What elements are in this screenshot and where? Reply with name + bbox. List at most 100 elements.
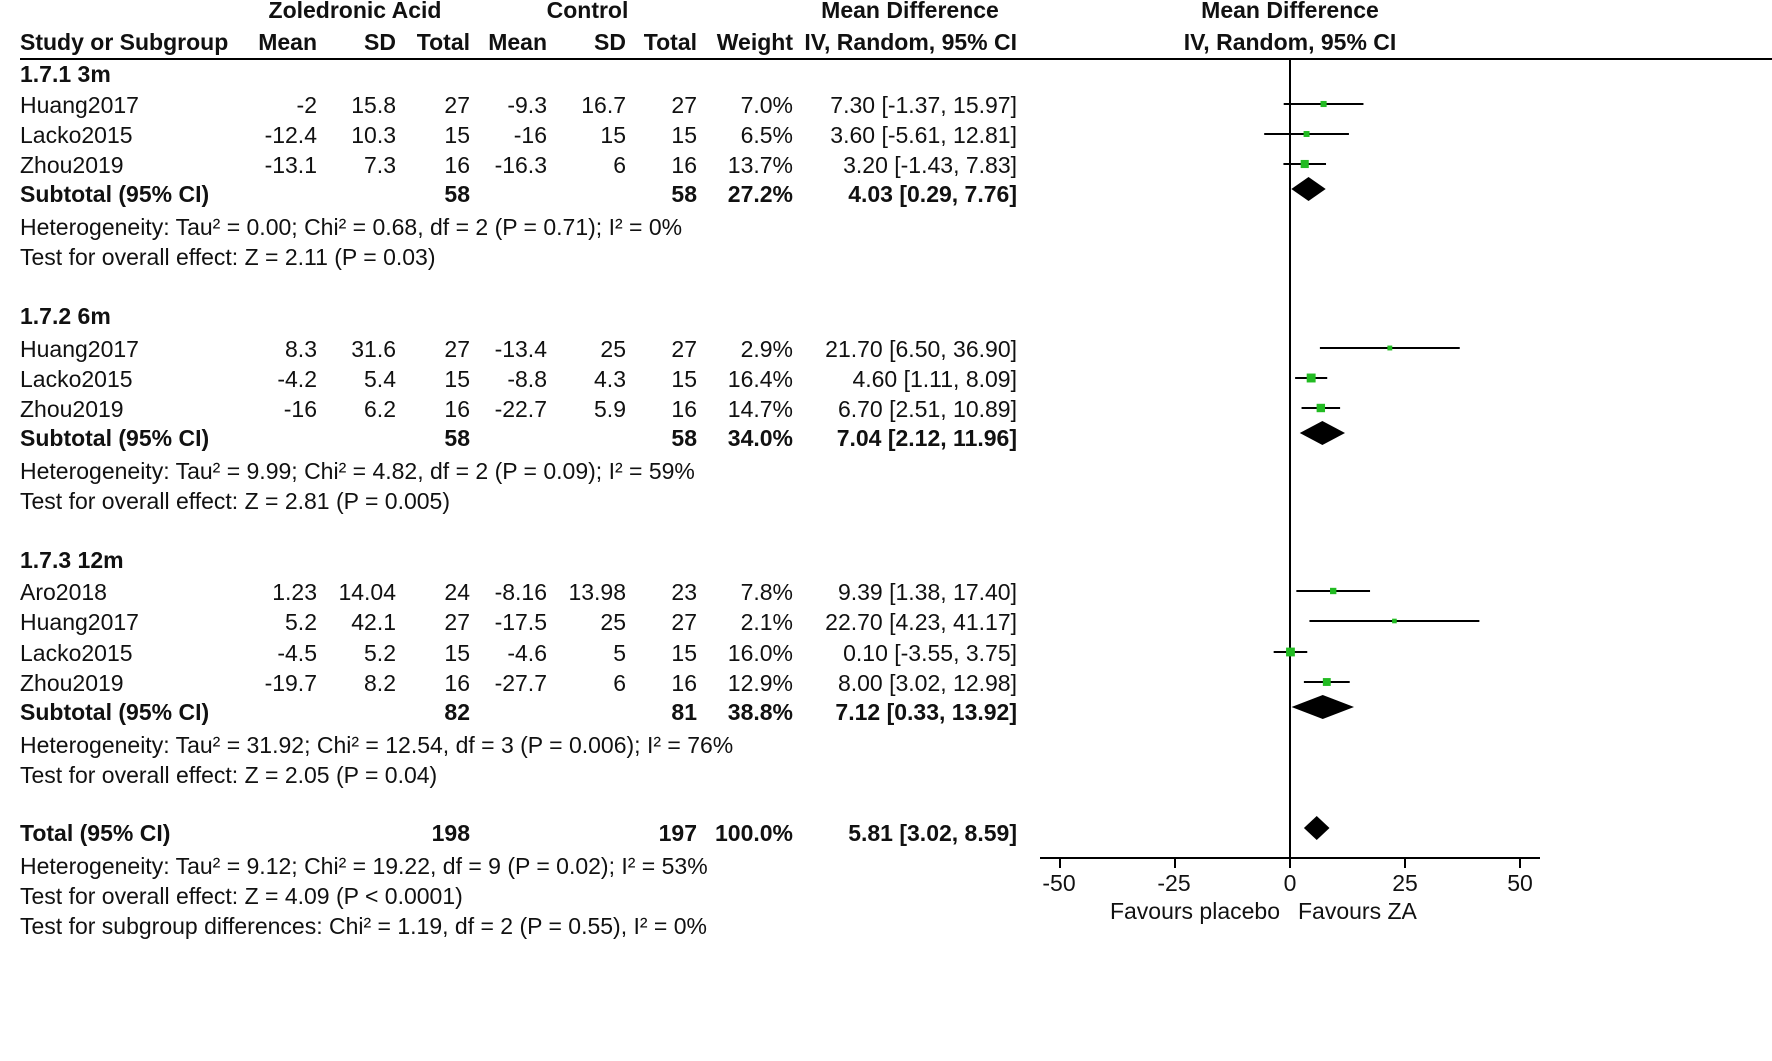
- sd1-cell: 42.1: [351, 609, 396, 635]
- weight-cell: 2.1%: [740, 609, 793, 635]
- md-ci-cell: 6.70 [2.51, 10.89]: [837, 396, 1017, 422]
- total2-cell: 15: [671, 366, 697, 392]
- mean2-cell: -16: [513, 122, 547, 148]
- total1-cell: 24: [444, 579, 470, 605]
- total2-cell: 27: [671, 336, 697, 362]
- subtotal-total1: 58: [444, 425, 470, 451]
- total2-cell: 15: [671, 122, 697, 148]
- md-ci-cell: 0.10 [-3.55, 3.75]: [843, 640, 1017, 666]
- weight-cell: 7.0%: [740, 92, 793, 118]
- subtotal-label: Subtotal (95% CI): [20, 181, 210, 207]
- subtotal-label: Subtotal (95% CI): [20, 699, 210, 725]
- subgroup-differences-text: Test for subgroup differences: Chi² = 1.…: [20, 913, 707, 939]
- study-name: Lacko2015: [20, 122, 133, 148]
- weight-cell: 13.7%: [727, 152, 793, 178]
- subtotal-total2: 58: [671, 181, 697, 207]
- sd2-cell: 6: [613, 152, 626, 178]
- sd2-cell: 16.7: [581, 92, 626, 118]
- study-effect-square: [1286, 647, 1295, 657]
- subtotal-label: Subtotal (95% CI): [20, 425, 210, 451]
- study-effect-square: [1322, 678, 1331, 686]
- study-effect-square: [1387, 345, 1393, 351]
- overall-diamond: [1303, 816, 1330, 840]
- subtotal-total2: 81: [671, 699, 697, 725]
- sd1-cell: 6.2: [364, 396, 396, 422]
- total2-cell: 27: [671, 92, 697, 118]
- subtotal-ci: 4.03 [0.29, 7.76]: [848, 181, 1017, 207]
- plot-method: IV, Random, 95% CI: [1183, 29, 1397, 55]
- x-tick-label: 0: [1283, 870, 1297, 896]
- study-effect-square: [1330, 587, 1337, 595]
- total2-cell: 27: [671, 609, 697, 635]
- sd1-cell: 5.4: [364, 366, 396, 392]
- total2-cell: 16: [671, 152, 697, 178]
- sd2-cell: 25: [600, 336, 626, 362]
- total2-cell: 16: [671, 396, 697, 422]
- total1-cell: 16: [444, 670, 470, 696]
- total-heterogeneity-text: Heterogeneity: Tau² = 9.12; Chi² = 19.22…: [20, 853, 708, 879]
- header-rule: [20, 58, 1772, 60]
- mean2-cell: -9.3: [507, 92, 547, 118]
- subtotal-weight: 27.2%: [727, 181, 793, 207]
- heterogeneity-text: Heterogeneity: Tau² = 31.92; Chi² = 12.5…: [20, 732, 734, 758]
- sd2-cell: 5: [613, 640, 626, 666]
- weight-cell: 16.0%: [727, 640, 793, 666]
- subtotal-diamond: [1291, 695, 1355, 719]
- study-name: Huang2017: [20, 609, 139, 635]
- mean2-cell: -13.4: [494, 336, 547, 362]
- col-sd2: SD: [594, 29, 626, 55]
- mean1-cell: -12.4: [264, 122, 317, 148]
- weight-cell: 16.4%: [727, 366, 793, 392]
- subtotal-total2: 58: [671, 425, 697, 451]
- mean1-cell: -4.2: [277, 366, 317, 392]
- weight-cell: 6.5%: [740, 122, 793, 148]
- subtotal-diamond: [1299, 421, 1346, 445]
- x-tick-label: 50: [1507, 870, 1533, 896]
- sd1-cell: 5.2: [364, 640, 396, 666]
- favours-right-label: Favours ZA: [1298, 898, 1417, 924]
- study-name: Zhou2019: [20, 670, 124, 696]
- mean1-cell: -19.7: [264, 670, 317, 696]
- mean2-cell: -8.16: [494, 579, 547, 605]
- sd2-cell: 13.98: [568, 579, 626, 605]
- mean2-cell: -4.6: [507, 640, 547, 666]
- subtotal-weight: 34.0%: [727, 425, 793, 451]
- overall-effect-text: Test for overall effect: Z = 2.81 (P = 0…: [20, 488, 450, 514]
- weight-cell: 14.7%: [727, 396, 793, 422]
- md-ci-cell: 22.70 [4.23, 41.17]: [825, 609, 1017, 635]
- md-ci-cell: 3.20 [-1.43, 7.83]: [843, 152, 1017, 178]
- total2-cell: 16: [671, 670, 697, 696]
- mean1-cell: -4.5: [277, 640, 317, 666]
- study-effect-square: [1306, 373, 1316, 383]
- sd1-cell: 15.8: [351, 92, 396, 118]
- weight-cell: 7.8%: [740, 579, 793, 605]
- x-tick-label: 25: [1392, 870, 1418, 896]
- study-effect-square: [1316, 403, 1326, 413]
- study-effect-square: [1300, 159, 1309, 169]
- mean2-cell: -27.7: [494, 670, 547, 696]
- subgroup-label: 1.7.3 12m: [20, 547, 124, 573]
- sd1-cell: 31.6: [351, 336, 396, 362]
- col-weight: Weight: [716, 29, 793, 55]
- study-name: Zhou2019: [20, 152, 124, 178]
- sd2-cell: 25: [600, 609, 626, 635]
- total1-cell: 16: [444, 152, 470, 178]
- mean1-cell: 5.2: [285, 609, 317, 635]
- study-name: Lacko2015: [20, 366, 133, 392]
- total1-cell: 15: [444, 640, 470, 666]
- study-effect-square: [1392, 618, 1397, 624]
- col-total2: Total: [643, 29, 697, 55]
- col-total1: Total: [416, 29, 470, 55]
- mean1-cell: -13.1: [264, 152, 317, 178]
- sd1-cell: 7.3: [364, 152, 396, 178]
- total1-cell: 27: [444, 609, 470, 635]
- total-total2: 197: [658, 820, 697, 846]
- study-name: Huang2017: [20, 92, 139, 118]
- total2-cell: 15: [671, 640, 697, 666]
- subtotal-total1: 58: [444, 181, 470, 207]
- col-sd1: SD: [364, 29, 396, 55]
- study-name: Lacko2015: [20, 640, 133, 666]
- mean2-cell: -16.3: [494, 152, 547, 178]
- col-mean2: Mean: [488, 29, 547, 55]
